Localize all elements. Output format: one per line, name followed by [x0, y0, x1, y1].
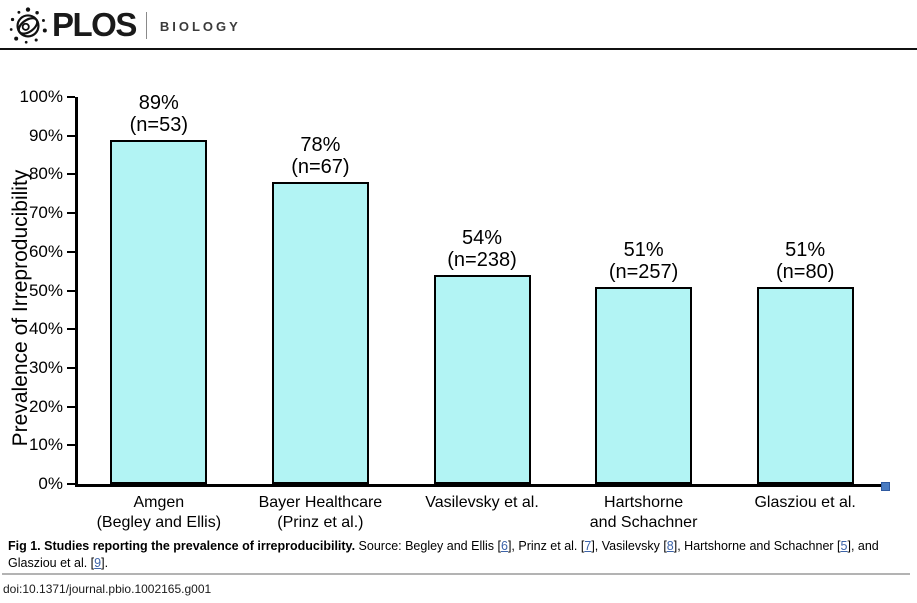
- plos-wordmark: PLOS: [52, 6, 137, 43]
- y-axis-tick: [67, 96, 75, 98]
- y-axis-tick: [67, 366, 75, 369]
- x-category-label: Hartshorne and Schachner: [589, 494, 698, 531]
- caption-text: ], and Glasziou et al. [: [8, 539, 879, 570]
- footer-divider: [2, 573, 910, 575]
- reference-link[interactable]: 7: [584, 539, 592, 553]
- figure-caption-source: Source: Begley and Ellis [6], Prinz et a…: [8, 539, 879, 570]
- axis-end-marker: [881, 482, 890, 491]
- bar-annotation: 51% (n=80): [776, 238, 835, 283]
- y-tick-label: 90%: [28, 125, 63, 145]
- y-tick-label: 70%: [28, 203, 63, 223]
- y-axis-tick: [67, 405, 75, 408]
- caption-text: ].: [101, 555, 109, 570]
- bar: [110, 139, 208, 484]
- caption-text: ], Vasilevsky [: [591, 539, 667, 553]
- bar-annotation: 51% (n=257): [608, 238, 679, 283]
- y-axis-tick: [67, 134, 75, 137]
- y-tick-label: 0%: [38, 474, 63, 493]
- bar-annotation: 89% (n=53): [129, 91, 188, 136]
- reference-link[interactable]: 5: [840, 539, 848, 553]
- caption-text: ], Hartshorne and Schachner [: [673, 539, 841, 553]
- y-tick-label: 20%: [28, 396, 63, 416]
- y-axis-tick: [67, 483, 75, 485]
- y-axis-tick: [67, 212, 75, 215]
- y-tick-label: 100%: [19, 87, 63, 106]
- y-axis-tick: [67, 173, 75, 176]
- x-category-label: Vasilevsky et al.: [425, 494, 539, 511]
- y-axis-tick: [67, 328, 75, 331]
- journal-name: BIOLOGY: [159, 18, 241, 34]
- bar-annotation: 78% (n=67): [291, 134, 350, 179]
- plot-area: 0% 10% 20% 30% 40% 50% 60% 70% 80% 90% 100% 89% (n=5…: [20, 87, 890, 531]
- x-category-label: Glasziou et al.: [754, 494, 856, 511]
- bar-annotation: 54% (n=238): [447, 227, 517, 272]
- figure-caption: Fig 1. Studies reporting the prevalence …: [8, 538, 907, 572]
- x-category-label: Bayer Healthcare (Prinz et al.): [258, 494, 383, 531]
- bar-chart: Prevalence of Irreproducibility 0% 10% 20%…: [9, 87, 890, 531]
- reference-link[interactable]: 9: [94, 555, 102, 570]
- y-tick-label: 50%: [28, 280, 63, 300]
- y-tick-label: 40%: [28, 319, 63, 339]
- plos-header: PLOS BIOLOGY: [0, 0, 917, 50]
- bar: [595, 286, 693, 484]
- brand-divider: [145, 11, 147, 39]
- y-tick-label: 60%: [28, 241, 63, 261]
- bar: [271, 182, 369, 484]
- y-tick-label: 10%: [28, 435, 63, 455]
- caption-text: ], Prinz et al. [: [507, 539, 585, 553]
- y-axis-tick: [67, 289, 75, 292]
- header-rule: [0, 48, 917, 50]
- y-tick-label: 30%: [28, 357, 63, 377]
- plos-globe-icon: [9, 7, 47, 44]
- x-category-label: Amgen (Begley and Ellis): [96, 494, 222, 531]
- reference-link[interactable]: 8: [666, 539, 674, 553]
- bar: [433, 275, 531, 484]
- reference-link[interactable]: 6: [500, 539, 508, 553]
- y-axis-tick: [67, 250, 75, 253]
- plos-logo: PLOS BIOLOGY: [8, 5, 241, 45]
- figure-caption-title: Fig 1. Studies reporting the prevalence …: [8, 539, 356, 553]
- y-tick-label: 80%: [28, 164, 63, 184]
- y-axis-tick: [67, 444, 75, 447]
- caption-text: Source: Begley and Ellis [: [355, 539, 501, 553]
- bar: [756, 286, 854, 484]
- doi-text: doi:10.1371/journal.pbio.1002165.g001: [3, 582, 212, 596]
